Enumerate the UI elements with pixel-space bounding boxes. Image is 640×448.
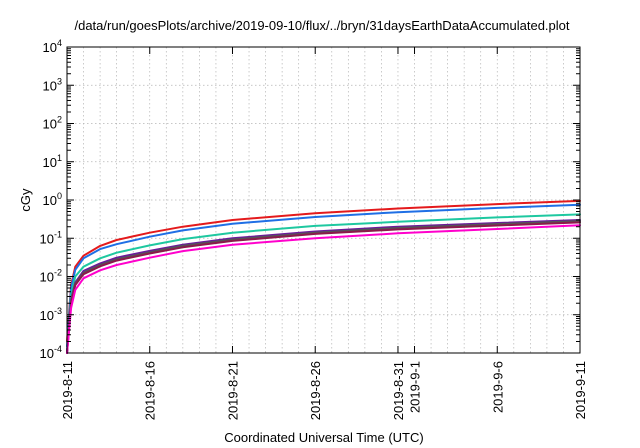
y-tick-label: 10-2: [40, 268, 62, 285]
series-line: [66, 199, 581, 343]
series-group: [66, 199, 581, 354]
x-tick-label: 2019-8-31: [391, 361, 406, 420]
x-tick-label: 2019-9-6: [490, 361, 505, 413]
y-tick-label: 101: [43, 153, 62, 170]
series-line: [66, 203, 581, 348]
x-tick-label: 2019-8-21: [225, 361, 240, 420]
y-tick-label: 10-3: [40, 306, 62, 323]
series-line: [66, 224, 581, 354]
x-tick-label: 2019-9-1: [408, 361, 423, 413]
x-tick-label: 2019-8-11: [60, 361, 75, 419]
y-tick-label: 100: [43, 191, 62, 208]
series-line: [66, 219, 581, 354]
series-line: [66, 220, 581, 354]
y-tick-label: 104: [43, 38, 62, 55]
y-tick-label: 10-1: [40, 229, 62, 246]
chart-title: /data/run/goesPlots/archive/2019-09-10/f…: [74, 18, 569, 33]
y-axis-label: cGy: [18, 188, 33, 212]
y-tick-label: 102: [43, 115, 62, 132]
y-tick-labels: 10-4 10-3 10-2 10-1 100 101 102 103 104: [40, 38, 62, 361]
x-tick-labels: 2019-8-11 2019-8-16 2019-8-21 2019-8-26 2019…: [60, 361, 588, 420]
x-axis-label: Coordinated Universal Time (UTC): [224, 430, 423, 445]
x-tick-label: 2019-8-16: [143, 361, 158, 420]
x-tick-label: 2019-8-26: [308, 361, 323, 420]
ticks: [66, 46, 581, 354]
grid: [67, 47, 580, 353]
x-tick-label: 2019-9-11: [573, 361, 588, 419]
y-tick-label: 10-4: [40, 344, 62, 361]
y-tick-label: 103: [43, 76, 62, 93]
series-line: [66, 221, 581, 354]
series-line: [66, 213, 581, 354]
